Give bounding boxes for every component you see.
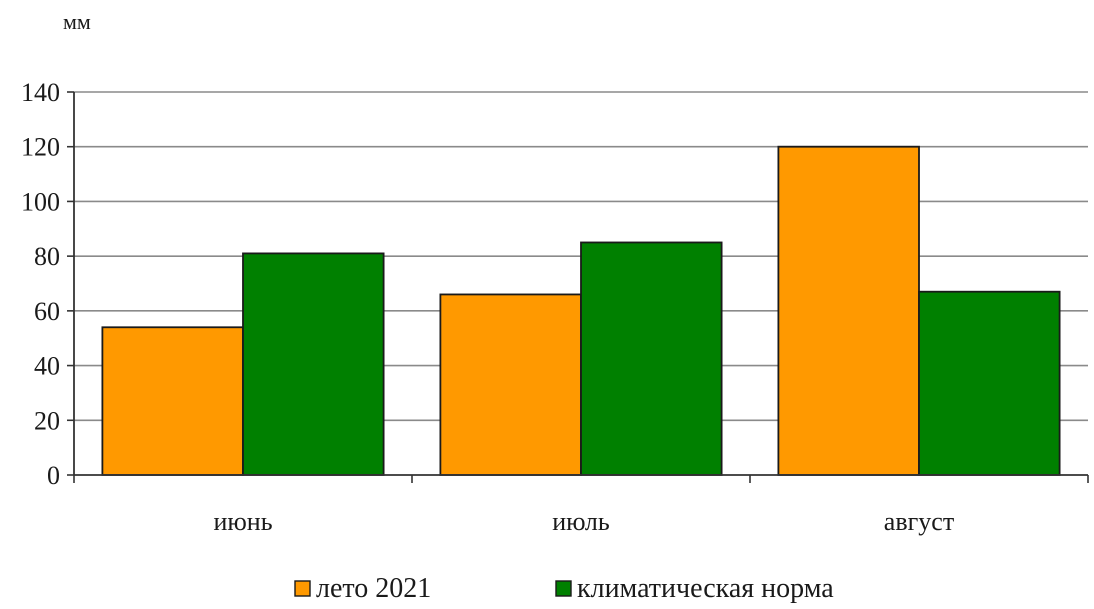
legend-swatch-climate-norm — [555, 580, 572, 597]
bar-june-climate-norm — [242, 252, 385, 476]
bar-july-climate-norm — [580, 241, 723, 476]
y-tick-label: 80 — [34, 242, 60, 271]
y-tick-label: 120 — [21, 133, 60, 162]
legend-label-summer-2021: лето 2021 — [316, 573, 431, 604]
bar-august-climate-norm — [918, 290, 1061, 476]
y-tick-label: 20 — [34, 406, 60, 435]
legend-label-climate-norm: климатическая норма — [577, 573, 834, 604]
y-tick-label: 60 — [34, 297, 60, 326]
y-axis: 0 20 40 60 80 100 120 140 — [21, 78, 75, 490]
y-tick-label: 100 — [21, 187, 60, 216]
y-tick-label: 40 — [34, 352, 60, 381]
y-unit-label: мм — [63, 9, 91, 34]
bar-july-summer-2021 — [439, 293, 582, 476]
x-category-label: август — [884, 507, 954, 536]
bars — [101, 145, 1061, 476]
x-axis: июнь июль август — [73, 474, 1089, 536]
y-tick-label: 0 — [47, 461, 60, 490]
bar-august-summer-2021 — [777, 145, 920, 476]
legend-swatch-summer-2021 — [294, 580, 311, 597]
y-tick-label: 140 — [21, 78, 60, 107]
x-category-label: июнь — [213, 507, 272, 536]
legend: лето 2021 климатическая норма — [294, 573, 834, 604]
x-category-label: июль — [552, 507, 610, 536]
bar-june-summer-2021 — [101, 326, 244, 476]
